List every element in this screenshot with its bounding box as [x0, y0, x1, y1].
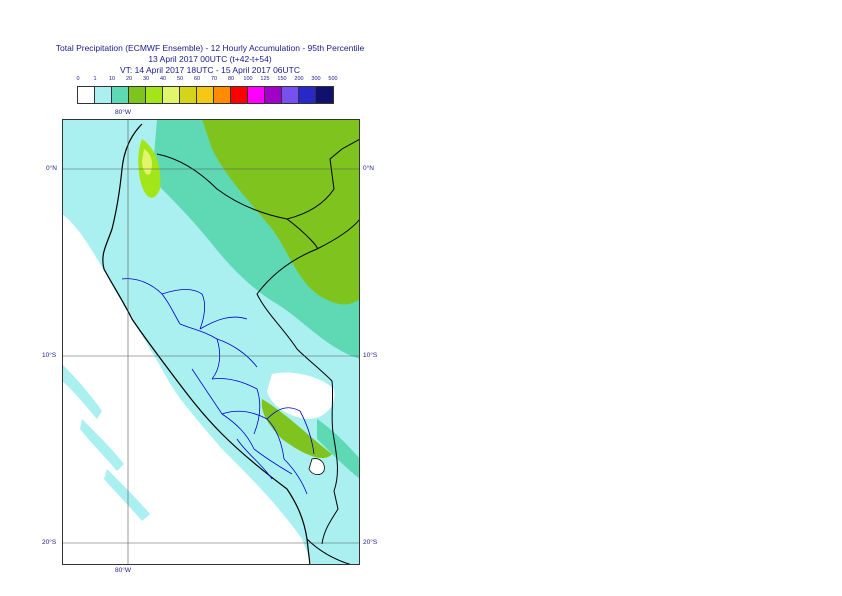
ocean-streak-2: [80, 419, 124, 471]
legend-labels: 0 1 10 20 30 40 50 60 70 80 100 125 150 200 300 500: [76, 76, 347, 84]
precipitation-map: [62, 119, 360, 565]
legend-label-13: 200: [294, 76, 304, 82]
legend-label-7: 60: [193, 76, 201, 82]
legend-label-14: 300: [311, 76, 321, 82]
lat-label-right-0: 0°N: [363, 165, 374, 172]
lat-label-left-20: 20°S: [42, 539, 57, 546]
legend-label-9: 80: [227, 76, 235, 82]
legend-swatch-6: [180, 87, 197, 103]
legend-label-15: 500: [328, 76, 338, 82]
legend-swatch-10: [248, 87, 265, 103]
legend-swatch-8: [214, 87, 231, 103]
coastline: [102, 123, 311, 565]
precip-band-green: [202, 119, 360, 305]
color-legend: 0 1 10 20 30 40 50 60 70 80 100 125 150 200 300 500: [76, 76, 347, 104]
legend-label-10: 100: [243, 76, 253, 82]
legend-swatch-7: [197, 87, 214, 103]
legend-label-11: 125: [260, 76, 270, 82]
lat-label-left-0: 0°N: [46, 165, 57, 172]
legend-swatch-5: [163, 87, 180, 103]
lat-label-right-20: 20°S: [363, 539, 378, 546]
map-title-block: Total Precipitation (ECMWF Ensemble) - 1…: [40, 43, 380, 76]
legend-label-0: 0: [76, 76, 80, 82]
ocean-streak-1: [62, 364, 102, 419]
brazil-border: [286, 218, 360, 250]
map-run-time: 13 April 2017 00UTC (t+42-t+54): [148, 54, 272, 64]
precip-band-teal-east: [317, 419, 360, 479]
dry-highland-patch: [267, 372, 335, 419]
legend-swatch-13: [299, 87, 316, 103]
legend-swatch-11: [265, 87, 282, 103]
legend-label-2: 10: [108, 76, 116, 82]
ocean-streak-3: [104, 469, 150, 521]
legend-label-12: 150: [277, 76, 287, 82]
legend-swatch-1: [95, 87, 112, 103]
ocean-dry-area: [62, 214, 312, 565]
legend-label-4: 30: [142, 76, 150, 82]
legend-swatch-4: [146, 87, 163, 103]
legend-label-6: 50: [176, 76, 184, 82]
legend-swatch-0: [78, 87, 95, 103]
peru-border-east: [256, 248, 339, 545]
legend-swatches: [77, 86, 334, 104]
precip-band-green-south: [261, 399, 332, 459]
lat-label-right-10: 10°S: [363, 352, 378, 359]
legend-swatch-3: [129, 87, 146, 103]
precip-band-yellow: [142, 149, 152, 175]
lat-label-left-10: 10°S: [42, 352, 57, 359]
map-border: [62, 119, 360, 565]
map-title: Total Precipitation (ECMWF Ensemble) - 1…: [55, 43, 365, 53]
legend-label-8: 70: [210, 76, 218, 82]
admin-boundaries: [121, 278, 315, 495]
lon-label-top: 80°W: [115, 109, 131, 116]
legend-label-5: 40: [159, 76, 167, 82]
legend-label-3: 20: [125, 76, 133, 82]
graticule: [62, 119, 360, 565]
legend-swatch-2: [112, 87, 129, 103]
lake-titicaca: [308, 458, 325, 475]
legend-swatch-12: [282, 87, 299, 103]
lon-label-bottom: 80°W: [115, 567, 131, 574]
legend-label-1: 1: [93, 76, 97, 82]
legend-swatch-9: [231, 87, 248, 103]
legend-swatch-14: [316, 87, 333, 103]
chile-border: [306, 538, 353, 565]
map-valid-time: VT: 14 April 2017 18UTC - 15 April 2017 …: [119, 65, 300, 75]
